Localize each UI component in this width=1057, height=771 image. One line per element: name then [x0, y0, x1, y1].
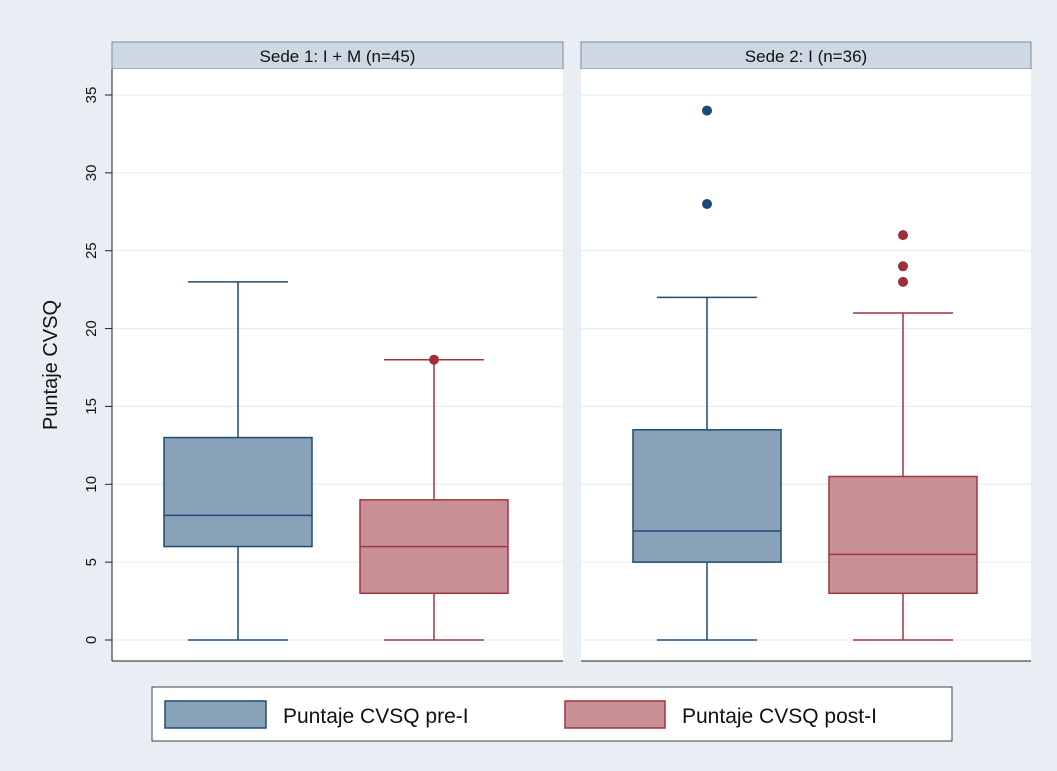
- legend-box: [151, 686, 953, 742]
- y-tick-label: 0: [83, 636, 100, 644]
- iqr-box: [632, 429, 782, 563]
- y-tick-label: 15: [83, 398, 100, 415]
- y-axis-title: Puntaje CVSQ: [40, 300, 62, 430]
- panel-1-boxes: [163, 281, 509, 641]
- iqr-box: [828, 475, 978, 595]
- panel-2-strip: [580, 41, 1032, 70]
- panel-2-boxes: [632, 105, 978, 641]
- box-pre: [632, 105, 782, 641]
- legend-swatch-pre: [164, 700, 267, 729]
- outlier-point: [898, 230, 908, 241]
- y-tick-label: 20: [83, 320, 100, 337]
- legend-label-pre: Puntaje CVSQ pre-I: [283, 705, 469, 728]
- y-tick-label: 5: [83, 558, 100, 566]
- panel-1-strip: [111, 41, 564, 70]
- y-tick-label: 35: [83, 87, 100, 104]
- outlier-point: [702, 199, 712, 209]
- legend-swatch-post: [564, 700, 666, 729]
- y-tick-label: 25: [83, 242, 100, 259]
- box-post: [828, 230, 978, 641]
- panel-sede-1: Sede 1: I + M (n=45): [111, 41, 564, 661]
- box-post: [359, 354, 509, 641]
- outlier-point: [898, 276, 908, 287]
- legend: Puntaje CVSQ pre-I Puntaje CVSQ post-I: [151, 686, 953, 742]
- outlier-point: [702, 105, 712, 116]
- panel-1-gridlines: [112, 94, 563, 641]
- y-tick-label: 30: [83, 165, 100, 182]
- outlier-point: [429, 354, 439, 365]
- panel-sede-2: Sede 2: I (n=36): [580, 41, 1032, 661]
- y-tick-label: 10: [83, 476, 100, 493]
- y-axis-ticks: 0 5 10 15 20 25 30 35: [83, 87, 112, 644]
- iqr-box: [163, 436, 313, 548]
- panel-2-title: Sede 2: I (n=36): [745, 47, 867, 66]
- panel-1-title: Sede 1: I + M (n=45): [260, 47, 416, 66]
- box-pre: [163, 281, 313, 641]
- legend-label-post: Puntaje CVSQ post-I: [682, 705, 877, 728]
- outlier-point: [898, 261, 908, 272]
